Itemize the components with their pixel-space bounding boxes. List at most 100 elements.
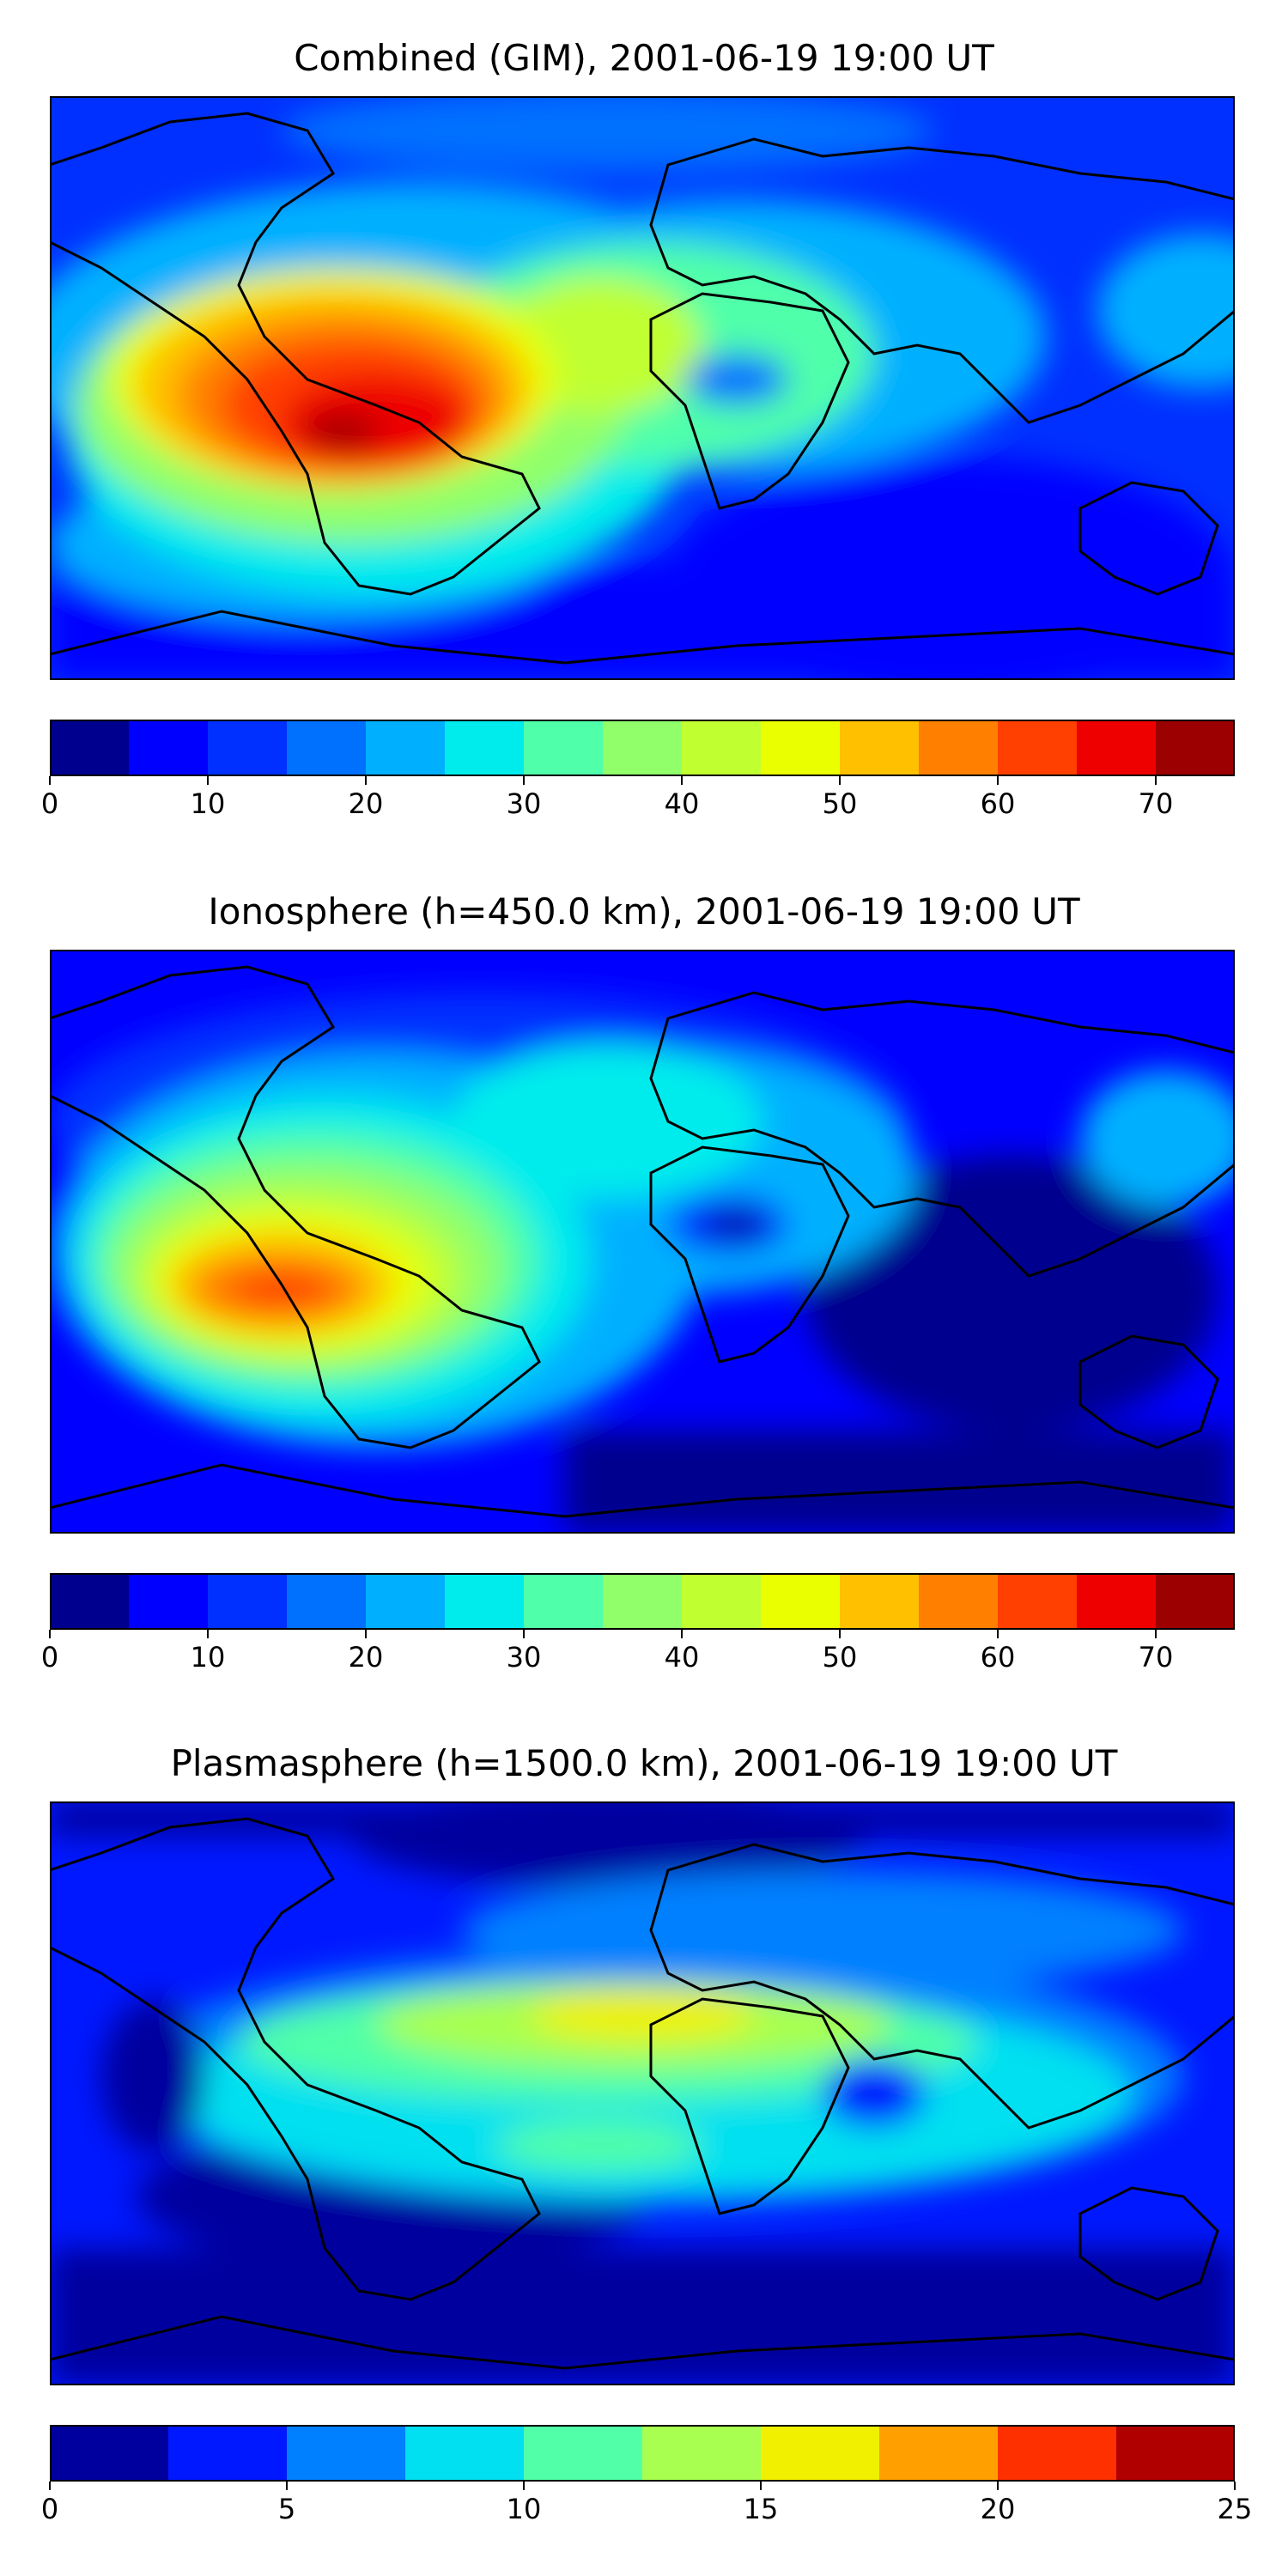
colorbar-tick-mark [207,776,209,785]
colorbar-tick-mark [49,776,51,785]
colorbar-tick-label: 40 [664,1641,700,1674]
colorbar-tick-mark [365,776,367,785]
colorbar-segment [1116,2425,1235,2482]
colorbar-segment [1077,1573,1157,1630]
colorbar-frame [50,1573,1235,1630]
colorbar-segment [445,720,525,776]
plasmasphere-tec-map [50,1801,1235,2385]
plasmasphere-colorbar-ticks: 0 5 10 15 20 25 [41,2482,1252,2533]
colorbar-segment [129,1573,209,1630]
colorbar-segment [405,2425,525,2482]
colorbar-tick-mark [997,1630,999,1638]
combined-colorbar [50,720,1235,776]
colorbar-tick-label: 50 [822,787,858,820]
colorbar-tick-mark [839,776,841,785]
colorbar-segment [998,720,1078,776]
colorbar-tick-label: 0 [40,2493,59,2525]
colorbar-segment [129,720,209,776]
colorbar-tick-label: 25 [1217,2493,1253,2525]
colorbar-tick-mark [1234,2482,1236,2490]
colorbar-tick-label: 10 [190,787,226,820]
colorbar-segment [682,720,762,776]
colorbar-segment [366,1573,446,1630]
ionosphere-colorbar [50,1573,1235,1630]
colorbar-tick-mark [839,1630,841,1638]
colorbar-segment [50,1573,130,1630]
plasmasphere-colorbar [50,2425,1235,2482]
panel-title: Plasmasphere (h=1500.0 km), 2001-06-19 1… [170,1742,1118,1784]
colorbar-segment [445,1573,525,1630]
colorbar-segment [840,1573,920,1630]
colorbar-tick-mark [523,2482,525,2490]
colorbar-tick-label: 70 [1138,1641,1174,1674]
colorbar-tick-label: 60 [980,1641,1016,1674]
colorbar-segment [879,2425,999,2482]
colorbar-frame [50,2425,1235,2482]
colorbar-segment [208,1573,288,1630]
colorbar-tick-label: 15 [743,2493,779,2525]
colorbar-segment [1156,1573,1235,1630]
colorbar-segment [840,720,920,776]
colorbar-segment [287,2425,406,2482]
colorbar-tick-mark [997,776,999,785]
colorbar-segment [287,720,367,776]
colorbar-segment [524,720,604,776]
ionosphere-colorbar-ticks: 0 10 20 30 40 50 60 70 [41,1630,1235,1681]
colorbar-segment [998,2425,1117,2482]
colorbar-tick-label: 20 [348,787,384,820]
colorbar-segment [287,1573,367,1630]
colorbar-tick-mark [1155,1630,1157,1638]
colorbar-tick-mark [681,1630,683,1638]
colorbar-segment [524,2425,643,2482]
colorbar-segment [524,1573,604,1630]
combined-tec-map [50,96,1235,680]
colorbar-segment [603,720,683,776]
colorbar-segment [50,2425,169,2482]
colorbar-tick-mark [49,2482,51,2490]
colorbar-segment [919,1573,999,1630]
coastlines [50,965,1235,1518]
colorbar-tick-mark [365,1630,367,1638]
colorbar-tick-label: 30 [506,787,542,820]
panel-title: Combined (GIM), 2001-06-19 19:00 UT [294,37,994,79]
colorbar-tick-label: 50 [822,1641,858,1674]
colorbar-segment [642,2425,762,2482]
colorbar-tick-label: 10 [190,1641,226,1674]
colorbar-tick-label: 60 [980,787,1016,820]
coastlines [50,1817,1235,2370]
colorbar-tick-mark [681,776,683,785]
colorbar-tick-mark [49,1630,51,1638]
colorbar-tick-mark [286,2482,288,2490]
colorbar-tick-mark [997,2482,999,2490]
colorbar-segment [50,720,130,776]
colorbar-segment [366,720,446,776]
combined-colorbar-ticks: 0 10 20 30 40 50 60 70 [41,776,1235,828]
coastlines [50,112,1235,665]
colorbar-tick-label: 0 [40,1641,59,1674]
colorbar-tick-mark [760,2482,762,2490]
colorbar-tick-mark [207,1630,209,1638]
colorbar-tick-label: 0 [40,787,59,820]
colorbar-segment [208,720,288,776]
colorbar-tick-mark [523,776,525,785]
ionosphere-tec-map [50,950,1235,1534]
colorbar-tick-label: 30 [506,1641,542,1674]
colorbar-tick-label: 5 [277,2493,296,2525]
colorbar-segment [761,720,841,776]
colorbar-tick-mark [523,1630,525,1638]
colorbar-tick-label: 20 [980,2493,1016,2525]
colorbar-segment [682,1573,762,1630]
colorbar-segment [603,1573,683,1630]
colorbar-frame [50,720,1235,776]
colorbar-segment [761,2425,880,2482]
colorbar-segment [919,720,999,776]
colorbar-tick-label: 10 [506,2493,542,2525]
colorbar-segment [1156,720,1235,776]
panel-title: Ionosphere (h=450.0 km), 2001-06-19 19:0… [208,890,1080,933]
colorbar-tick-label: 40 [664,787,700,820]
colorbar-tick-label: 70 [1138,787,1174,820]
colorbar-segment [998,1573,1078,1630]
colorbar-tick-mark [1155,776,1157,785]
colorbar-segment [1077,720,1157,776]
colorbar-segment [168,2425,288,2482]
